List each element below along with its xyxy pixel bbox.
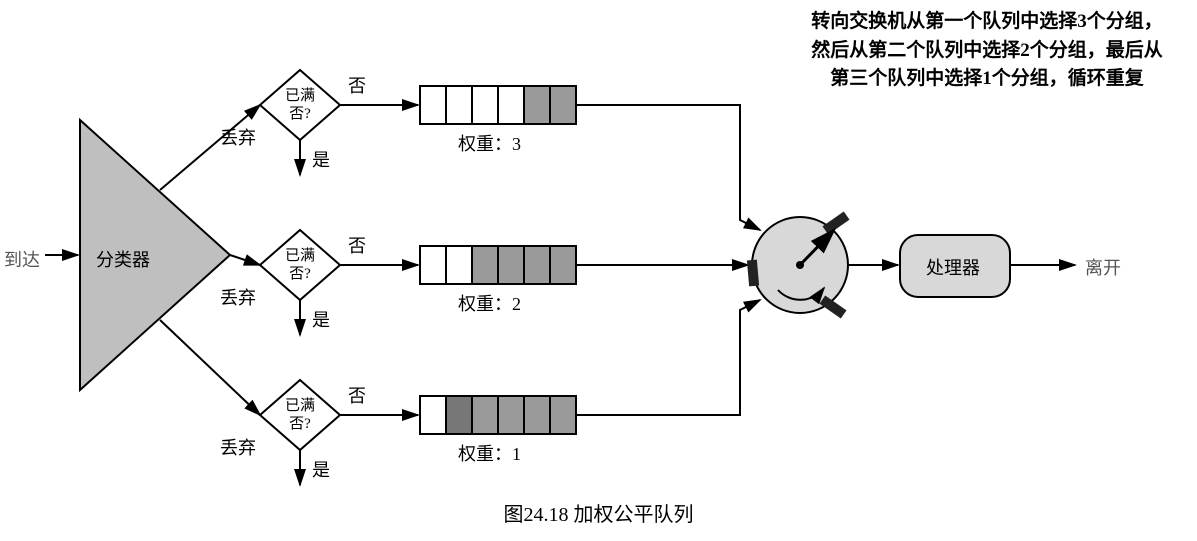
queue-2 <box>420 246 576 284</box>
decision-2-text1: 已满 <box>285 247 315 264</box>
yes-2: 是 <box>312 306 330 332</box>
weight-1: 权重：3 <box>458 130 521 156</box>
decision-2 <box>260 230 340 300</box>
figure-caption: 图24.18 加权公平队列 <box>504 498 694 527</box>
decision-2-text2: 否? <box>289 266 311 282</box>
no-2: 否 <box>348 232 366 258</box>
switch-pad-1 <box>822 211 849 234</box>
diagram-container: 已满 否? 已满 否? 已满 否? <box>0 0 1197 541</box>
discard-2: 丢弃 <box>220 284 256 310</box>
queue-1 <box>420 86 576 124</box>
decision-1-text2: 否? <box>289 106 311 122</box>
decision-1-text1: 已满 <box>285 87 315 104</box>
link-queue1-switch <box>576 105 760 230</box>
discard-1: 丢弃 <box>220 124 256 150</box>
weight-3: 权重：1 <box>458 440 521 466</box>
decision-3 <box>260 380 340 450</box>
depart-label: 离开 <box>1085 254 1121 280</box>
processor-label: 处理器 <box>926 254 980 280</box>
no-3: 否 <box>348 382 366 408</box>
decision-3-text2: 否? <box>289 416 311 432</box>
decision-1 <box>260 70 340 140</box>
queue-3 <box>420 396 576 434</box>
decision-3-text1: 已满 <box>285 397 315 414</box>
yes-3: 是 <box>312 456 330 482</box>
link-queue3-switch <box>576 300 760 415</box>
weight-2: 权重：2 <box>458 290 521 316</box>
no-1: 否 <box>348 72 366 98</box>
link-classifier-row3 <box>160 320 260 415</box>
link-classifier-row2 <box>230 255 260 265</box>
discard-3: 丢弃 <box>220 434 256 460</box>
classifier-label: 分类器 <box>96 246 150 272</box>
yes-1: 是 <box>312 146 330 172</box>
arrive-label: 到达 <box>4 246 40 272</box>
description-text: 转向交换机从第一个队列中选择3个分组，然后从第二个队列中选择2个分组，最后从第三… <box>807 8 1167 94</box>
